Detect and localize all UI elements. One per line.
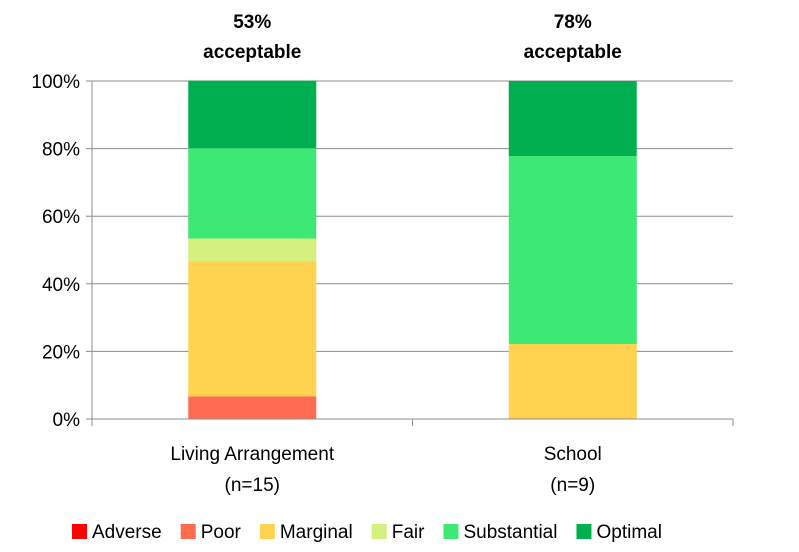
acceptable-percent-label: 78% — [554, 12, 592, 33]
y-tick-label: 80% — [42, 140, 80, 161]
acceptable-text-label: acceptable — [203, 42, 301, 63]
bar-segment-substantial — [188, 148, 317, 239]
x-category-sublabel: (n=15) — [225, 475, 280, 496]
legend-label-fair: Fair — [392, 522, 425, 543]
y-tick-label: 40% — [42, 275, 80, 296]
legend-swatch-poor — [180, 524, 196, 539]
acceptable-text-label: acceptable — [524, 42, 622, 63]
gridlines — [92, 80, 733, 352]
axes — [86, 80, 734, 426]
acceptable-percent-label: 53% — [233, 12, 271, 33]
y-tick-label: 20% — [42, 342, 80, 363]
x-category-label: Living Arrangement — [170, 444, 334, 465]
bar-segment-substantial — [508, 156, 637, 344]
bar-segment-optimal — [188, 80, 317, 149]
legend-label-optimal: Optimal — [596, 522, 661, 543]
legend-label-adverse: Adverse — [92, 522, 162, 543]
bars — [188, 80, 637, 419]
bar-segment-marginal — [508, 343, 637, 419]
bar-segment-marginal — [188, 261, 317, 397]
legend-label-substantial: Substantial — [463, 522, 557, 543]
legend-swatch-optimal — [576, 524, 592, 539]
legend-label-poor: Poor — [201, 522, 242, 543]
x-category-label: School — [544, 444, 602, 465]
y-tick-label: 60% — [42, 207, 80, 228]
legend: Adverse Poor Marginal Fair Substantial Optima… — [72, 522, 662, 543]
labels: 0% 20% 40% 60% 80% 100% Living Arrangement (n=1… — [31, 12, 621, 496]
y-tick-label: 0% — [53, 410, 81, 431]
bar-segment-optimal — [508, 81, 637, 157]
y-tick-label: 100% — [31, 72, 80, 93]
legend-swatch-adverse — [72, 524, 87, 539]
bar-segment-fair — [188, 238, 317, 262]
x-category-sublabel: (n=9) — [550, 475, 595, 496]
legend-label-marginal: Marginal — [280, 522, 353, 543]
legend-swatch-fair — [371, 524, 387, 539]
legend-swatch-marginal — [259, 524, 275, 539]
legend-swatch-substantial — [443, 524, 459, 539]
bar-segment-poor — [188, 396, 317, 419]
